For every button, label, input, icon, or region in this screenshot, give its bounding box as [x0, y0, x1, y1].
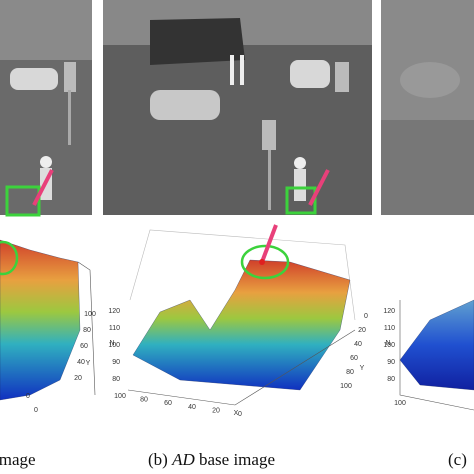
- y-label: Y: [360, 365, 365, 372]
- y-ticks: 40: [354, 341, 362, 348]
- z-ticks: 100: [108, 342, 120, 349]
- x-ticks: 80: [140, 397, 148, 404]
- x-ticks: 100: [394, 400, 406, 407]
- x-ticks: 20: [212, 407, 220, 414]
- y-ticks: 80: [83, 327, 91, 334]
- x-ticks: 0: [26, 393, 30, 400]
- y-ticks: 100: [84, 311, 96, 318]
- x-ticks: 0: [238, 411, 242, 418]
- thermal-image-a: [0, 0, 92, 217]
- z-ticks: 120: [108, 308, 120, 315]
- y-label: Y: [86, 360, 91, 367]
- z-label: N: [109, 340, 114, 347]
- x-ticks: 0: [34, 407, 38, 414]
- y-ticks: 60: [350, 355, 358, 362]
- caption-a: image: [0, 450, 36, 469]
- x-ticks: 100: [114, 393, 126, 400]
- z-ticks: 80: [387, 376, 395, 383]
- thermal-image-b: [103, 0, 372, 215]
- z-ticks: 90: [387, 359, 395, 366]
- y-ticks: 80: [346, 369, 354, 376]
- z-ticks: 110: [384, 325, 395, 332]
- x-label: X: [234, 410, 239, 417]
- surface-plot-c: [399, 299, 474, 411]
- z-ticks: 100: [383, 342, 395, 349]
- y-ticks: 40: [77, 359, 85, 366]
- z-ticks: 110: [109, 325, 120, 332]
- z-ticks: 80: [112, 376, 120, 383]
- surface-plot-a: [0, 239, 96, 401]
- y-ticks: 60: [80, 343, 88, 350]
- y-ticks: 20: [358, 327, 366, 334]
- y-ticks: 0: [364, 313, 368, 320]
- y-ticks: 100: [340, 383, 352, 390]
- caption-b: (b) AD base image: [148, 450, 275, 469]
- surface-plot-b: [127, 224, 356, 406]
- thermal-image-c: [381, 0, 474, 215]
- caption-c: (c): [448, 450, 467, 469]
- x-ticks: 60: [164, 400, 172, 407]
- y-ticks: 20: [74, 375, 82, 382]
- z-ticks: 120: [383, 308, 395, 315]
- z-label: N: [385, 340, 390, 347]
- x-ticks: 40: [188, 404, 196, 411]
- z-ticks: 90: [112, 359, 120, 366]
